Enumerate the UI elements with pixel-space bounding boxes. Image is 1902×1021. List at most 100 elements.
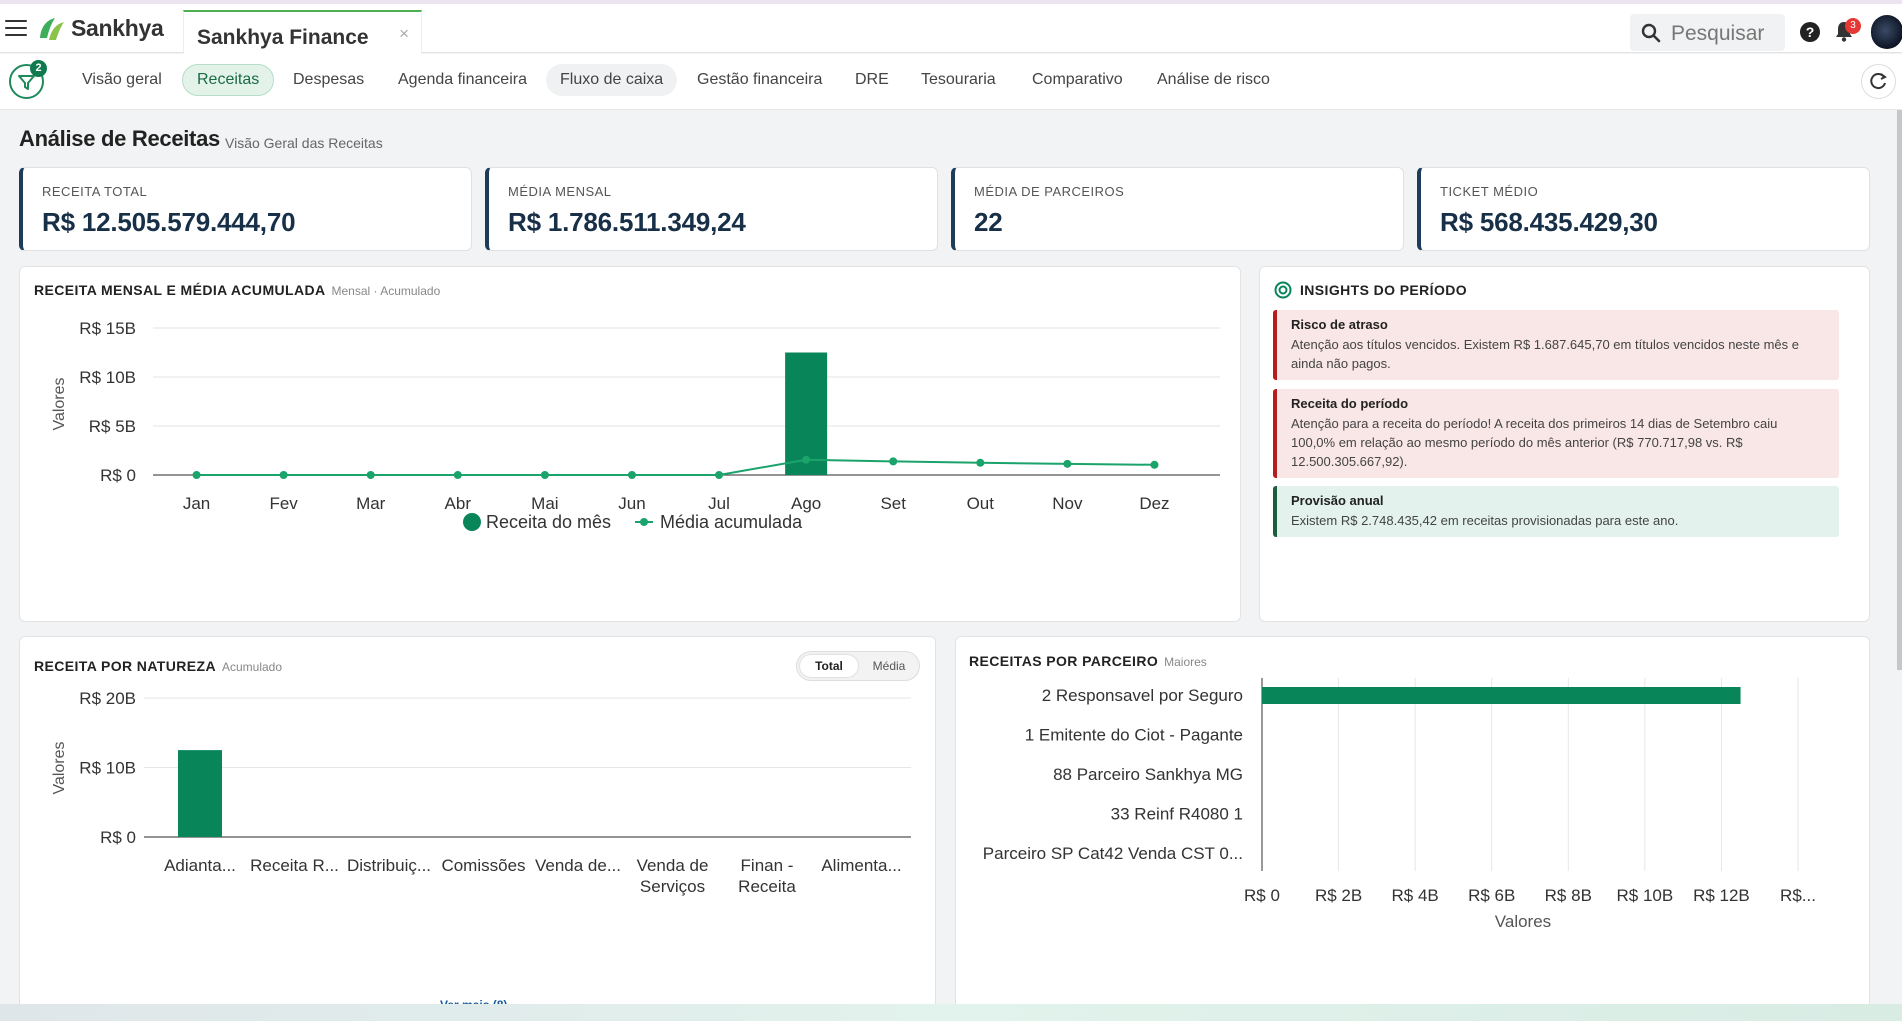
tab-agenda-financeira[interactable]: Agenda financeira bbox=[398, 71, 527, 88]
x-tick-label: Jul bbox=[708, 494, 730, 513]
y-tick-label: 33 Reinf R4080 1 bbox=[1111, 805, 1243, 824]
tab-visao-geral[interactable]: Visão geral bbox=[82, 71, 162, 88]
y-tick-label: R$ 5B bbox=[89, 417, 136, 436]
app-tab[interactable]: Sankhya Finance × bbox=[183, 10, 422, 57]
x-tick-label: Venda de... bbox=[535, 856, 621, 875]
page-title: Análise de Receitas bbox=[19, 126, 220, 151]
parceiro-chart: R$ 0 R$ 2B R$ 4B R$ 6B R$ 8B R$ 10B R$ 12B R$..… bbox=[983, 678, 1816, 931]
x-tick-label: R$ 2B bbox=[1315, 886, 1362, 905]
kpi-label: MÉDIA MENSAL bbox=[508, 184, 612, 199]
tab-tesouraria[interactable]: Tesouraria bbox=[921, 71, 996, 88]
insight-text: Atenção para a receita do período! A rec… bbox=[1291, 416, 1778, 469]
line-point bbox=[1063, 459, 1072, 468]
kpi-label: MÉDIA DE PARCEIROS bbox=[974, 184, 1125, 199]
toggle-media-button[interactable]: Média bbox=[872, 659, 906, 673]
logo-text: Sankhya bbox=[71, 15, 164, 41]
page-subtitle: Visão Geral das Receitas bbox=[225, 135, 383, 151]
x-tick-label: Distribuiç... bbox=[347, 856, 431, 875]
tab-gestao-financeira[interactable]: Gestão financeira bbox=[697, 71, 823, 88]
x-tick-label: Set bbox=[880, 494, 906, 513]
line-point bbox=[1150, 460, 1159, 469]
insight-title: Risco de atraso bbox=[1291, 317, 1388, 332]
y-tick-label: R$ 20B bbox=[79, 689, 136, 708]
bottom-strip bbox=[0, 1004, 1902, 1021]
card-title-text: RECEITAS POR PARCEIRO bbox=[969, 653, 1159, 669]
app-logo[interactable]: Sankhya bbox=[37, 15, 164, 42]
insights-title: INSIGHTS DO PERÍODO bbox=[1300, 282, 1468, 298]
line-point bbox=[627, 471, 636, 479]
y-tick-label: R$ 10B bbox=[79, 759, 136, 778]
y-tick-label: 2 Responsavel por Seguro bbox=[1042, 686, 1243, 705]
line-point bbox=[889, 457, 898, 466]
x-tick-label: Dez bbox=[1139, 494, 1169, 513]
y-axis-label: Valores bbox=[51, 741, 68, 794]
search-icon bbox=[1641, 23, 1661, 43]
tab-despesas[interactable]: Despesas bbox=[293, 71, 365, 88]
x-tick-label: Jun bbox=[618, 494, 645, 513]
tab-dre[interactable]: DRE bbox=[855, 71, 889, 88]
close-icon[interactable]: × bbox=[399, 24, 409, 43]
x-tick-label: Jan bbox=[183, 494, 210, 513]
kpi-card-media-mensal: MÉDIA MENSAL R$ 1.786.511.349,24 bbox=[485, 167, 938, 251]
x-tick-label: Finan -Receita bbox=[738, 856, 796, 896]
x-tick-label: R$... bbox=[1780, 886, 1816, 905]
toggle-total-button[interactable]: Total bbox=[800, 655, 858, 677]
tab-analise-de-risco[interactable]: Análise de risco bbox=[1157, 71, 1270, 88]
total-media-toggle[interactable]: Total Média bbox=[796, 651, 920, 681]
x-tick-label: R$ 8B bbox=[1545, 886, 1592, 905]
legend-label: Média acumulada bbox=[660, 512, 803, 532]
card-subtitle: Mensal · Acumulado bbox=[331, 284, 441, 298]
line-point bbox=[366, 471, 375, 479]
insight-text: Existem R$ 2.748.435,42 em receitas prov… bbox=[1291, 513, 1679, 528]
refresh-button[interactable] bbox=[1861, 64, 1896, 99]
y-axis-label: Valores bbox=[51, 377, 68, 430]
media-acumulada-line bbox=[196, 458, 1155, 476]
user-avatar[interactable] bbox=[1871, 15, 1902, 49]
x-tick-label: R$ 6B bbox=[1468, 886, 1515, 905]
insight-text: Atenção aos títulos vencidos. Existem R$… bbox=[1291, 337, 1800, 371]
kpi-label: RECEITA TOTAL bbox=[42, 184, 148, 199]
menu-icon[interactable] bbox=[5, 20, 27, 38]
x-tick-label: Fev bbox=[269, 494, 298, 513]
x-tick-label: Ago bbox=[791, 494, 821, 513]
line-point bbox=[715, 471, 724, 479]
y-tick-label: R$ 0 bbox=[100, 828, 136, 847]
tab-fluxo-de-caixa[interactable]: Fluxo de caixa bbox=[546, 64, 678, 96]
help-icon[interactable]: ? bbox=[1799, 21, 1821, 43]
x-tick-label: R$ 0 bbox=[1244, 886, 1280, 905]
x-tick-label: Receita R... bbox=[250, 856, 339, 875]
line-point bbox=[802, 455, 811, 464]
card-title: RECEITA POR NATUREZA Acumulado bbox=[34, 658, 282, 674]
bar bbox=[178, 750, 222, 837]
x-tick-label: Adianta... bbox=[164, 856, 236, 875]
card-title: RECEITAS POR PARCEIRO Maiores bbox=[969, 653, 1207, 669]
filter-count-badge: 2 bbox=[30, 60, 47, 77]
insight-title: Provisão anual bbox=[1291, 493, 1384, 508]
x-tick-label: R$ 10B bbox=[1617, 886, 1674, 905]
kpi-card-media-parceiros: MÉDIA DE PARCEIROS 22 bbox=[951, 167, 1404, 251]
search-input[interactable]: Pesquisar bbox=[1671, 22, 1765, 45]
bar bbox=[785, 352, 828, 475]
card-title-text: RECEITA POR NATUREZA bbox=[34, 658, 216, 674]
insight-provisao-anual: Provisão anual Existem R$ 2.748.435,42 e… bbox=[1273, 486, 1839, 537]
x-tick-label: Mai bbox=[531, 494, 558, 513]
card-subtitle: Acumulado bbox=[221, 660, 283, 674]
search-box[interactable]: Pesquisar bbox=[1630, 14, 1785, 51]
x-tick-label: R$ 4B bbox=[1392, 886, 1439, 905]
y-tick-label: R$ 15B bbox=[79, 319, 136, 338]
tab-receitas[interactable]: Receitas bbox=[182, 64, 275, 96]
legend-line-point bbox=[640, 518, 648, 526]
y-tick-label: R$ 0 bbox=[100, 466, 136, 485]
x-axis-label: Valores bbox=[1495, 912, 1551, 931]
line-point bbox=[453, 471, 462, 479]
legend-bar-marker bbox=[463, 513, 481, 531]
kpi-value: 22 bbox=[974, 207, 1003, 237]
insight-risco-atraso: Risco de atraso Atenção aos títulos venc… bbox=[1273, 310, 1839, 380]
line-point bbox=[540, 471, 549, 479]
notification-badge: 3 bbox=[1845, 18, 1861, 34]
insight-receita-periodo: Receita do período Atenção para a receit… bbox=[1273, 389, 1839, 478]
bar bbox=[1262, 687, 1741, 704]
page-scrollbar[interactable] bbox=[1897, 110, 1902, 670]
tab-comparativo[interactable]: Comparativo bbox=[1032, 71, 1123, 88]
line-point bbox=[192, 471, 201, 479]
